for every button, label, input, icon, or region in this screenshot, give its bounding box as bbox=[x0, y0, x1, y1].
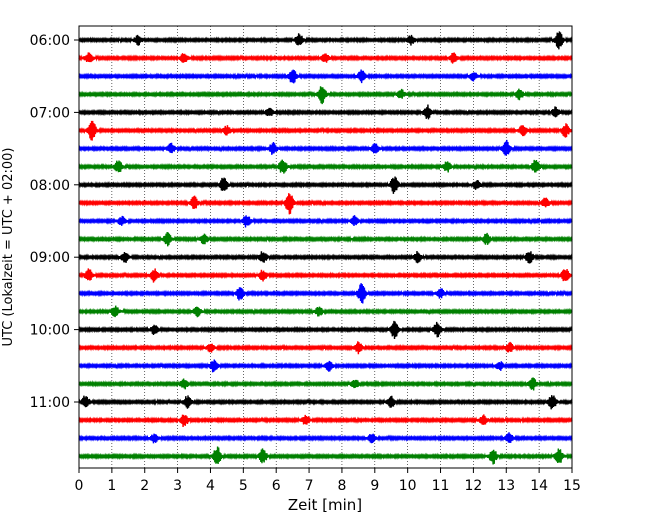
x-tick-label: 2 bbox=[140, 478, 149, 494]
y-axis-ticks: 06:00 07:00 08:00 09:00 10:00 11:00 bbox=[30, 33, 79, 411]
trace-11:30 bbox=[78, 432, 573, 444]
x-tick-label: 0 bbox=[75, 478, 84, 494]
x-tick-label: 6 bbox=[272, 478, 281, 494]
trace-06:00 bbox=[78, 31, 573, 50]
y-tick-label: 06:00 bbox=[30, 33, 70, 49]
trace-10:30 bbox=[78, 359, 573, 373]
trace-06:45 bbox=[78, 86, 573, 105]
x-tick-label: 5 bbox=[239, 478, 248, 494]
seismic-traces bbox=[78, 31, 573, 465]
x-tick-label: 11 bbox=[432, 478, 450, 494]
x-tick-label: 13 bbox=[497, 478, 515, 494]
trace-09:00 bbox=[78, 251, 573, 264]
trace-08:15 bbox=[78, 193, 573, 215]
trace-07:30 bbox=[78, 139, 573, 156]
x-axis-label: Zeit [min] bbox=[288, 496, 362, 514]
trace-07:15 bbox=[78, 120, 573, 141]
trace-07:45 bbox=[78, 159, 573, 174]
trace-09:45 bbox=[78, 305, 573, 318]
x-tick-label: 15 bbox=[563, 478, 581, 494]
trace-09:30 bbox=[78, 283, 573, 304]
trace-11:00 bbox=[78, 395, 573, 410]
x-tick-label: 3 bbox=[173, 478, 182, 494]
y-tick-label: 08:00 bbox=[30, 178, 70, 194]
trace-10:00 bbox=[78, 320, 573, 339]
plot-frame bbox=[78, 25, 573, 469]
y-tick-label: 09:00 bbox=[30, 250, 70, 266]
y-tick-label: 07:00 bbox=[30, 105, 70, 121]
trace-06:15 bbox=[78, 52, 573, 64]
x-tick-label: 8 bbox=[337, 478, 346, 494]
x-tick-label: 12 bbox=[464, 478, 482, 494]
trace-08:30 bbox=[78, 215, 573, 228]
trace-08:45 bbox=[78, 232, 573, 247]
trace-06:30 bbox=[78, 69, 573, 84]
x-tick-label: 4 bbox=[206, 478, 215, 494]
y-axis-label: UTC (Lokalzeit = UTC + 02:00) bbox=[1, 148, 16, 347]
trace-11:15 bbox=[78, 414, 573, 427]
trace-08:00 bbox=[78, 176, 573, 194]
trace-10:15 bbox=[78, 341, 573, 355]
trace-11:45 bbox=[78, 446, 573, 465]
x-tick-label: 1 bbox=[107, 478, 116, 494]
x-axis-ticks: 0 1 2 3 4 5 6 7 8 9 10 11 12 13 14 15 bbox=[75, 468, 581, 494]
y-tick-label: 10:00 bbox=[30, 323, 70, 339]
x-tick-label: 14 bbox=[530, 478, 548, 494]
x-tick-label: 9 bbox=[370, 478, 379, 494]
trace-09:15 bbox=[78, 268, 573, 283]
x-tick-label: 7 bbox=[305, 478, 314, 494]
y-tick-label: 11:00 bbox=[30, 395, 70, 411]
trace-07:00 bbox=[78, 104, 573, 120]
trace-10:45 bbox=[78, 377, 573, 391]
x-tick-label: 10 bbox=[399, 478, 417, 494]
